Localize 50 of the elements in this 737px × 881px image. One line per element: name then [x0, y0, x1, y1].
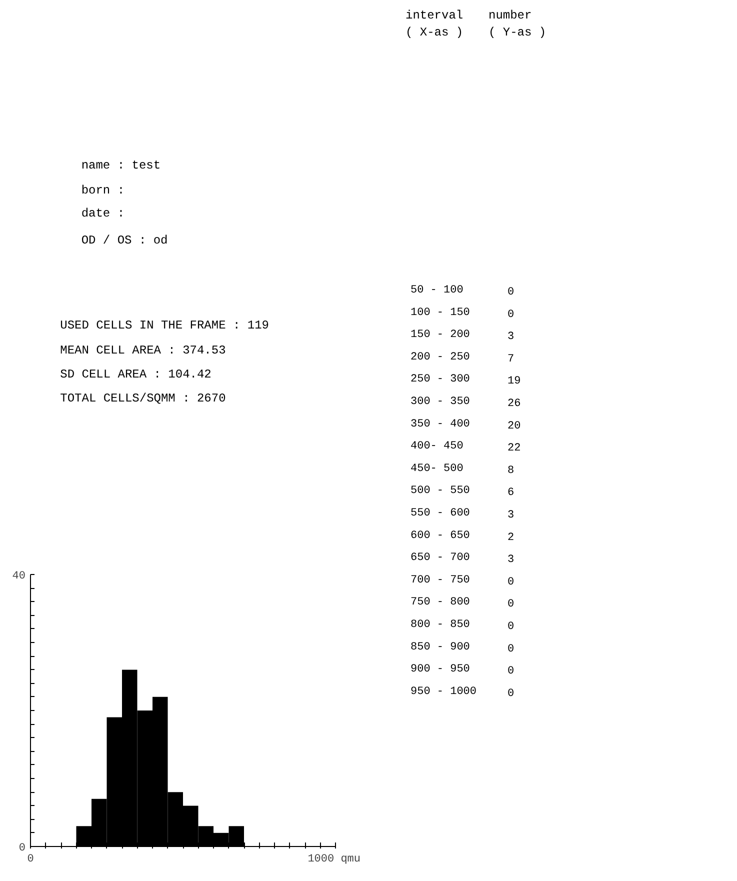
text: 500 - 550 [410, 485, 470, 498]
x-tick-label: 1000 qmu [308, 854, 361, 866]
text: 350 - 400 [410, 418, 470, 430]
text: 0 [508, 598, 514, 611]
text: 22 [508, 442, 521, 455]
text: 400- 450 [410, 440, 464, 453]
text: 650 - 700 [410, 552, 470, 564]
text: 26 [508, 398, 521, 410]
text: 950 - 1000 [410, 686, 477, 698]
text: 3 [508, 554, 514, 566]
text: 850 - 900 [410, 641, 470, 654]
text: 700 - 750 [410, 574, 470, 586]
text: 600 - 650 [410, 530, 470, 542]
y-tick-label: 40 [12, 570, 26, 582]
text: 150 - 200 [410, 329, 470, 342]
text: number ( Y-as ) [488, 8, 546, 40]
text: 20 [508, 420, 521, 432]
text: 0 [508, 643, 514, 656]
text: 8 [508, 464, 514, 477]
text: interval ( X-as ) [406, 8, 464, 40]
text: 3 [508, 510, 514, 522]
text: 50 - 100 [410, 284, 464, 296]
text: 100 - 150 [410, 306, 470, 319]
text: date : [81, 206, 125, 220]
text: 800 - 850 [410, 619, 470, 631]
text: 2 [508, 532, 514, 544]
text: 550 - 600 [410, 508, 470, 520]
text: 19 [508, 376, 521, 388]
text: OD / OS : od [81, 234, 168, 248]
text: 3 [508, 331, 514, 344]
text: 7 [508, 353, 514, 366]
text: 250 - 300 [410, 374, 470, 386]
text: MEAN CELL AREA : 374.53 [60, 344, 226, 358]
text: 0 [508, 576, 514, 588]
text: 200 - 250 [410, 351, 470, 364]
text: SD CELL AREA : 104.42 [60, 368, 212, 382]
text: TOTAL CELLS/SQMM : 2670 [60, 392, 226, 406]
text: 750 - 800 [410, 596, 470, 609]
text: USED CELLS IN THE FRAME : 119 [60, 318, 269, 332]
text: 0 [508, 308, 514, 321]
text: 900 - 950 [410, 664, 470, 676]
text: 0 [508, 666, 514, 678]
text: 0 [508, 688, 514, 700]
text: 300 - 350 [410, 396, 470, 408]
text: name : test [81, 158, 161, 172]
text: 0 [508, 286, 514, 298]
text: 450- 500 [410, 462, 464, 475]
text: 0 [508, 621, 514, 633]
text: born : [81, 184, 125, 198]
text: 6 [508, 487, 514, 500]
